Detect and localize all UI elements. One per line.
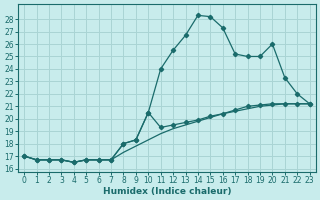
X-axis label: Humidex (Indice chaleur): Humidex (Indice chaleur) xyxy=(103,187,231,196)
